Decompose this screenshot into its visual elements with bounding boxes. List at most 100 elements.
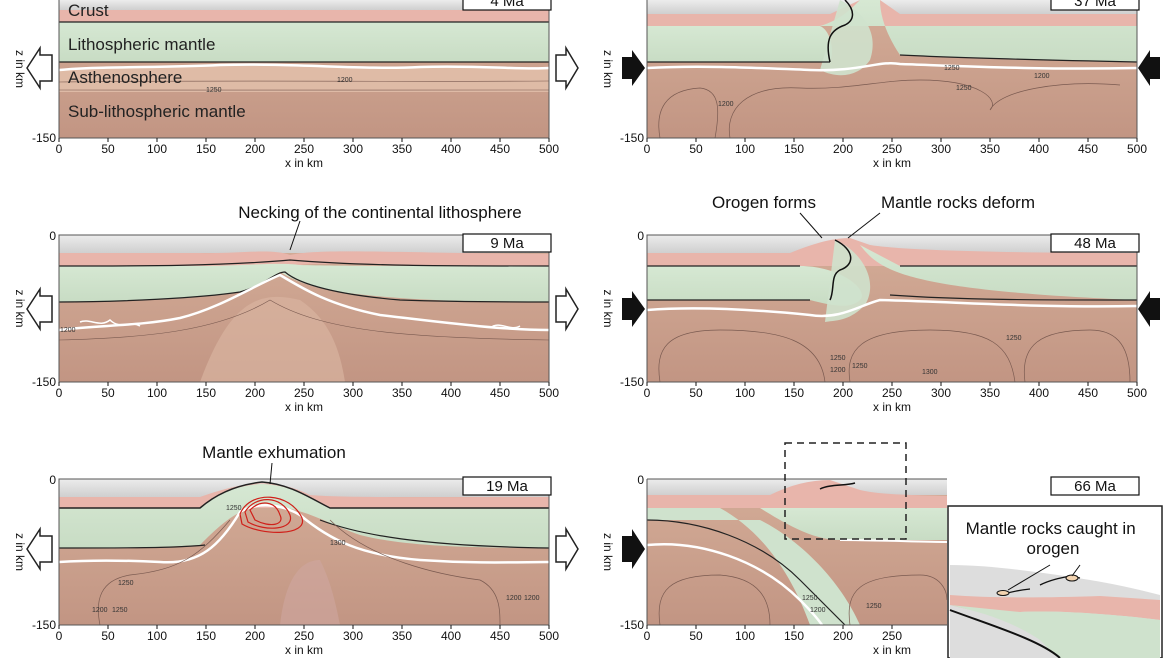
y-tick-label: -150 <box>620 618 644 632</box>
x-tick-label: 350 <box>392 386 412 400</box>
contour-label: 1250 <box>112 607 128 614</box>
age-label: 4 Ma <box>490 0 524 10</box>
annotation-pointer <box>847 212 881 239</box>
x-tick-label: 400 <box>1029 386 1049 400</box>
panel-frame <box>646 478 947 626</box>
annotation-pointer <box>269 462 273 485</box>
x-tick-label: 300 <box>343 629 363 643</box>
x-tick-label: 100 <box>735 142 755 156</box>
x-tick-label: 500 <box>539 142 559 156</box>
x-tick-label: 450 <box>1078 386 1098 400</box>
x-tick-label: 150 <box>784 142 804 156</box>
crust-layer <box>59 251 549 266</box>
x-tick-label: 150 <box>196 386 216 400</box>
y-tick-label: 0 <box>49 473 56 487</box>
crust-layer <box>59 10 549 22</box>
extension-arrow-left-icon <box>26 526 53 572</box>
sediment-layer <box>647 0 1137 14</box>
panel-4ma: 1200 1250 Crust Lithospheric mantle Asth… <box>26 0 579 139</box>
extension-arrow-right-icon <box>555 45 579 91</box>
x-tick-label: 100 <box>147 142 167 156</box>
lithospheric-mantle-layer <box>59 22 549 62</box>
x-tick-label: 200 <box>245 386 265 400</box>
contour-label: 1300 <box>922 369 938 376</box>
y-axis-label: z in km <box>13 50 27 88</box>
x-tick-label: 350 <box>392 629 412 643</box>
y-tick-label: -150 <box>620 375 644 389</box>
contour-label: 1250 <box>226 505 242 512</box>
contour-label: 1250 <box>852 363 868 370</box>
x-tick-label: 100 <box>147 629 167 643</box>
extension-arrow-right-icon <box>555 286 579 332</box>
age-label: 9 Ma <box>490 235 524 252</box>
x-tick-label: 350 <box>980 386 1000 400</box>
melt-contour <box>244 499 292 529</box>
extension-arrow-left-icon <box>26 286 53 332</box>
x-tick-label: 50 <box>101 142 115 156</box>
sediment-layer <box>59 0 549 10</box>
zoom-region-box <box>784 442 907 540</box>
panel-48ma: 1250 1200 1250 1250 1300 48 Ma Orogen fo… <box>622 193 1160 383</box>
annotation-mantle-rocks-caught: Mantle rocks caught in orogen <box>966 519 1141 558</box>
sediment-layer <box>647 235 1137 253</box>
panel-9ma: 1200 9 Ma Necking of the continental lit… <box>26 203 579 383</box>
y-tick-label: -150 <box>32 131 56 145</box>
crust-layer <box>647 238 1137 266</box>
x-tick-label: 300 <box>343 386 363 400</box>
age-label: 66 Ma <box>1074 478 1116 495</box>
x-tick-label: 250 <box>294 629 314 643</box>
x-tick-label: 150 <box>784 386 804 400</box>
x-tick-label: 200 <box>245 142 265 156</box>
compression-arrow-right-icon <box>1138 291 1160 327</box>
age-box <box>1050 233 1140 253</box>
annotation-pointer <box>289 220 301 251</box>
contour-label: 1250 <box>944 65 960 72</box>
sediment-layer <box>59 479 549 497</box>
x-tick-label: 200 <box>245 629 265 643</box>
x-tick-label: 450 <box>1078 142 1098 156</box>
x-tick-label: 300 <box>931 386 951 400</box>
lithospheric-mantle-layer <box>647 508 947 540</box>
lithospheric-mantle-layer <box>647 266 862 306</box>
annotation-pointer <box>799 212 823 239</box>
y-tick-label: 0 <box>637 473 644 487</box>
panel-66ma: 1250 1200 1250 66 Ma Mantle rocks caught… <box>622 442 1163 659</box>
contour-label: 1200 <box>830 367 846 374</box>
x-tick-label: 0 <box>56 629 63 643</box>
y-axis-label: z in km <box>13 533 27 571</box>
x-tick-label: 0 <box>56 386 63 400</box>
x-tick-label: 450 <box>490 142 510 156</box>
y-axis-label: z in km <box>13 289 27 327</box>
x-axis-label: x in km <box>873 400 911 414</box>
x-tick-label: 400 <box>441 142 461 156</box>
x-tick-label: 100 <box>147 386 167 400</box>
y-tick-label: 0 <box>49 229 56 243</box>
contour-label: 1200 <box>718 101 734 108</box>
x-tick-label: 400 <box>1029 142 1049 156</box>
contour-label: 1200 <box>92 607 108 614</box>
contour-label: 1200 <box>810 607 826 614</box>
extension-arrow-right-icon <box>555 526 579 572</box>
x-tick-label: 450 <box>490 629 510 643</box>
y-tick-label: 0 <box>637 229 644 243</box>
x-tick-label: 100 <box>735 386 755 400</box>
compression-arrow-left-icon <box>622 50 645 86</box>
x-tick-label: 0 <box>56 142 63 156</box>
x-tick-label: 200 <box>833 386 853 400</box>
x-tick-label: 250 <box>882 142 902 156</box>
x-tick-label: 500 <box>1127 142 1147 156</box>
age-box <box>462 233 552 253</box>
x-tick-label: 500 <box>539 629 559 643</box>
age-box <box>1050 476 1140 496</box>
melt-contour <box>239 496 303 533</box>
x-tick-label: 500 <box>539 386 559 400</box>
age-box <box>462 476 552 496</box>
panel-19ma: 1250 1300 1250 1200 1250 1200 1200 19 Ma… <box>26 443 579 626</box>
lithospheric-mantle-layer <box>59 484 549 548</box>
annotation-pointer <box>1007 564 1051 591</box>
x-tick-label: 150 <box>196 142 216 156</box>
panel-37ma: 1250 1200 1250 1200 37 Ma <box>622 0 1160 139</box>
crust-layer <box>647 0 1137 26</box>
sediment-layer <box>59 235 549 253</box>
